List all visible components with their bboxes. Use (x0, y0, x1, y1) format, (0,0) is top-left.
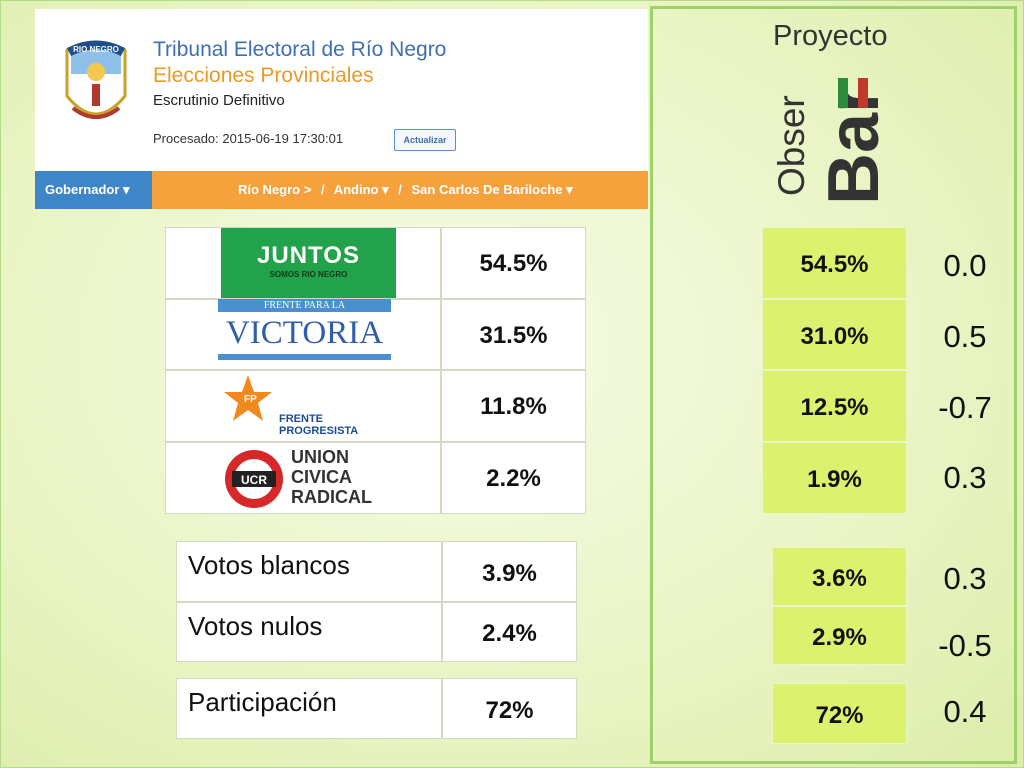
difference-value: 0.4 (943, 694, 987, 729)
party-logo-cell: UCR UNION CIVICA RADICAL (165, 442, 441, 514)
difference-value: 0.0 (943, 248, 987, 283)
summary-label: Votos nulos (176, 602, 442, 662)
observar-panel (650, 6, 1017, 764)
victoria-logo: FRENTE PARA LA VICTORIA (218, 299, 391, 369)
office-dropdown[interactable]: Gobernador ▾ (35, 171, 152, 209)
ucr-logo-line3: RADICAL (291, 487, 372, 507)
scrutiny-type: Escrutinio Definitivo (153, 92, 285, 109)
ucr-logo: UCR UNION CIVICA RADICAL (221, 445, 391, 513)
frente-progresista-logo: FP FRENTE PROGRESISTA (221, 373, 391, 441)
official-pct: 3.9% (442, 541, 577, 602)
logo-side-word: Obser (771, 95, 812, 196)
ucr-emblem-icon: UCR (225, 450, 283, 508)
victoria-logo-title: VICTORIA (225, 315, 384, 351)
juntos-logo-title: JUNTOS (257, 242, 360, 269)
page-subtitle: Elecciones Provinciales (153, 64, 374, 87)
breadcrumb-separator: / (320, 182, 325, 197)
participation-label: Participación (176, 678, 442, 739)
fp-logo-line1: FRENTE (279, 413, 323, 425)
observar-pct: 3.6% (772, 547, 907, 606)
difference-value: 0.5 (943, 319, 987, 354)
official-pct: 31.5% (441, 299, 586, 370)
logo-top-word: Proyecto (773, 20, 888, 52)
official-pct: 2.4% (442, 602, 577, 662)
observar-pct: 72% (772, 683, 907, 744)
tribunal-header: RIO NEGRO Tribunal Electoral de Río Negr… (35, 9, 648, 209)
crest-text: RIO NEGRO (73, 45, 119, 54)
fp-logo-line2: PROGRESISTA (279, 425, 359, 437)
party-logo-cell: JUNTOS SOMOS RIO NEGRO (165, 227, 441, 299)
observar-pct: 1.9% (762, 442, 907, 514)
ucr-logo-line2: CIVICA (291, 467, 353, 487)
party-logo-cell: FP FRENTE PROGRESISTA (165, 370, 441, 442)
difference-value: 0.3 (943, 561, 987, 596)
processed-timestamp: Procesado: 2015-06-19 17:30:01 (153, 131, 344, 146)
difference-value: 0.3 (943, 460, 987, 495)
breadcrumb: Río Negro > / Andino ▾ / San Carlos De B… (238, 171, 579, 209)
breadcrumb-city[interactable]: San Carlos De Bariloche ▾ (411, 182, 573, 197)
fp-star-text: FP (244, 394, 257, 405)
breadcrumb-region[interactable]: Andino ▾ (333, 182, 389, 197)
ucr-logo-line1: UNION (291, 447, 349, 467)
victoria-logo-top: FRENTE PARA LA (218, 299, 391, 312)
summary-label: Votos blancos (176, 541, 442, 602)
official-pct: 2.2% (441, 442, 586, 514)
juntos-logo-subtitle: SOMOS RIO NEGRO (269, 270, 348, 279)
observar-pct: 54.5% (762, 227, 907, 299)
difference-value: -0.7 (938, 390, 992, 425)
official-pct: 72% (442, 678, 577, 739)
refresh-button[interactable]: Actualizar (394, 129, 456, 151)
rio-negro-crest-icon: RIO NEGRO (65, 40, 127, 119)
observar-pct: 31.0% (762, 299, 907, 370)
observar-pct: 12.5% (762, 370, 907, 442)
ucr-emblem-text: UCR (241, 473, 267, 487)
nav-bar: Gobernador ▾ Río Negro > / Andino ▾ / Sa… (35, 171, 648, 209)
breadcrumb-separator: / (398, 182, 402, 197)
breadcrumb-province[interactable]: Río Negro > (238, 182, 312, 197)
observar-pct: 2.9% (772, 606, 907, 665)
official-pct: 11.8% (441, 370, 586, 442)
logo-stripe-icon (838, 78, 868, 108)
page-title: Tribunal Electoral de Río Negro (153, 38, 447, 61)
party-logo-cell: FRENTE PARA LA VICTORIA (165, 299, 441, 370)
juntos-logo: JUNTOS SOMOS RIO NEGRO (221, 228, 396, 298)
official-pct: 54.5% (441, 227, 586, 299)
difference-value: -0.5 (938, 628, 992, 663)
star-icon: FP (224, 375, 272, 421)
